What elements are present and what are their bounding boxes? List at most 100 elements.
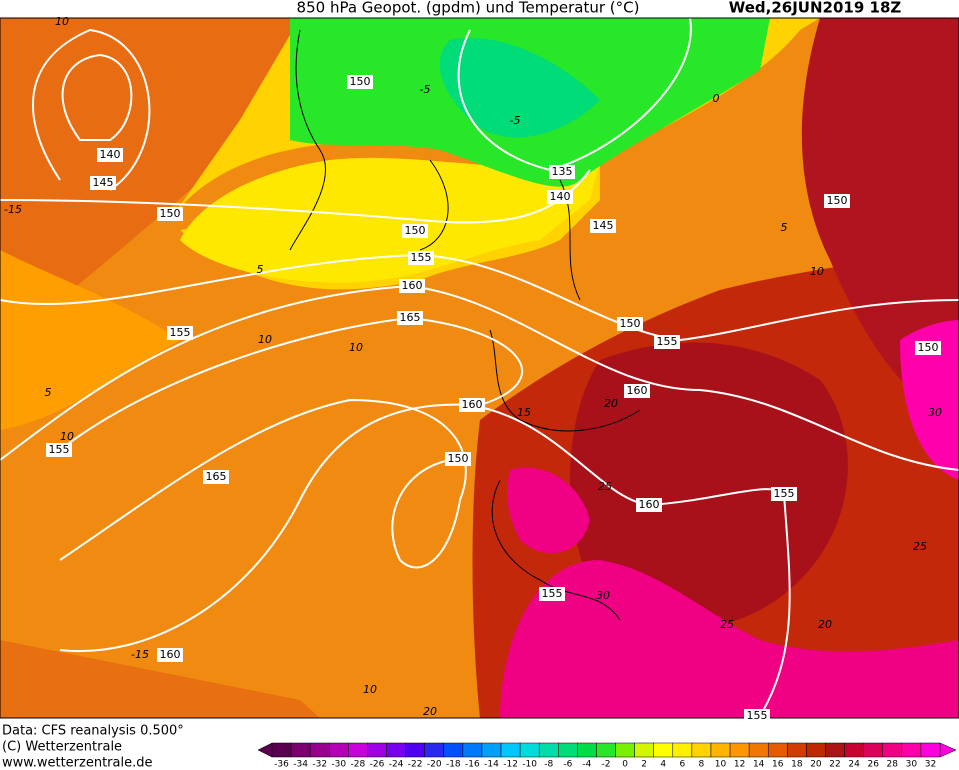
colorbar-swatch <box>748 742 769 758</box>
temperature-label: 10 <box>363 683 377 696</box>
geopotential-label: 150 <box>405 224 426 237</box>
colorbar-swatch <box>386 742 406 758</box>
colorbar-label: -36 <box>274 760 289 770</box>
colorbar-label: -12 <box>503 760 518 770</box>
date: Wed,26JUN2019 18Z <box>729 0 902 17</box>
colorbar-swatch <box>558 742 578 758</box>
geopotential-label: 160 <box>462 398 483 411</box>
colorbar-label: -14 <box>484 760 499 770</box>
contour-label-box <box>90 176 116 190</box>
temperature-label: 10 <box>810 265 824 278</box>
colorbar-label: 20 <box>810 760 822 770</box>
contour-label-box <box>590 219 616 233</box>
geopotential-label: 150 <box>448 452 469 465</box>
colorbar-swatch <box>767 742 788 758</box>
contour-label-box <box>167 326 193 340</box>
contour-label-box <box>408 251 434 265</box>
colorbar-swatch <box>424 742 445 758</box>
contour-label-box <box>203 470 229 484</box>
contour-label-box <box>549 165 575 179</box>
geopotential-label: 155 <box>49 443 70 456</box>
geopotential-label: 150 <box>918 341 939 354</box>
temperature-label: 5 <box>45 386 52 399</box>
colorbar-label: 28 <box>887 760 899 770</box>
colorbar: -36 -34 -32 -30 -28 -26 -24 -22 -20 -18 -16 -14 -12-… <box>257 742 957 770</box>
coastline <box>289 29 641 621</box>
colorbar-swatch <box>462 742 483 758</box>
temperature-label: 5 <box>781 221 788 234</box>
colorbar-label: -8 <box>544 760 553 770</box>
contour-label-box <box>547 190 573 204</box>
copyright: (C) Wetterzentrale <box>2 740 122 755</box>
isohypse <box>0 253 959 342</box>
colorbar-label: 26 <box>867 760 879 770</box>
colorbar-swatch <box>691 742 712 758</box>
geopotential-label: 150 <box>160 207 181 220</box>
colorbar-swatch <box>329 742 349 758</box>
colorbar-label: 32 <box>925 760 936 770</box>
colorbar-label: -28 <box>351 760 366 770</box>
colorbar-label: 6 <box>679 760 685 770</box>
contour-label-box <box>397 311 423 325</box>
geopotential-label: 150 <box>620 317 641 330</box>
geopotential-label: 140 <box>550 190 571 203</box>
geopotential-label: 160 <box>639 498 660 511</box>
temperature-label: 10 <box>258 333 272 346</box>
contour-label-box <box>617 317 643 331</box>
colorbar-label: 22 <box>829 760 840 770</box>
url: www.wetterzentrale.de <box>2 756 152 770</box>
geopotential-label: 145 <box>593 219 614 232</box>
colorbar-label: -4 <box>582 760 591 770</box>
colorbar-swatch <box>615 742 635 758</box>
temperature-label: -15 <box>4 203 22 216</box>
colorbar-swatch <box>500 742 521 758</box>
colorbar-swatch <box>729 742 750 758</box>
geopotential-label: 150 <box>827 194 848 207</box>
colorbar-swatch <box>290 742 311 758</box>
contour-label-box <box>539 587 565 601</box>
contour-label-box <box>157 207 183 221</box>
colorbar-label: -18 <box>446 760 461 770</box>
temperature-label: 10 <box>55 15 69 28</box>
geopotential-label: 135 <box>552 165 573 178</box>
colorbar-label: -30 <box>331 760 346 770</box>
contour-label-box <box>46 443 72 457</box>
warm-southwest <box>0 640 320 718</box>
colorbar-label: -2 <box>602 760 611 770</box>
colorbar-swatch <box>596 742 616 758</box>
geopotential-label: 165 <box>400 311 421 324</box>
map-frame <box>0 17 959 719</box>
temperature-label: 30 <box>596 589 610 602</box>
isohypse <box>0 169 591 224</box>
geopotential-label: 150 <box>350 75 371 88</box>
map: 1501401451501351401451501551601651551501… <box>0 15 959 723</box>
colorbar-label: -10 <box>522 760 537 770</box>
geopotential-label: 155 <box>542 587 563 600</box>
colorbar-swatch <box>271 742 292 758</box>
temperature-label: 5 <box>257 263 264 276</box>
geopotential-label: 155 <box>411 251 432 264</box>
temperature-label: 25 <box>598 480 612 493</box>
hot-east <box>801 18 959 420</box>
temperature-label: 25 <box>720 618 734 631</box>
colorbar-swatch <box>405 742 425 758</box>
colorbar-swatch <box>920 742 941 758</box>
colorbar-swatch <box>577 742 597 758</box>
geopotential-label: 140 <box>100 148 121 161</box>
contour-label-box <box>915 341 941 355</box>
colorbar-label: 4 <box>660 760 666 770</box>
geopotential-label: 160 <box>402 279 423 292</box>
source: Data: CFS reanalysis 0.500° <box>2 724 184 739</box>
colorbar-swatch <box>443 742 464 758</box>
colorbar-label: 18 <box>791 760 803 770</box>
hot-core <box>570 342 848 628</box>
colorbar-swatch <box>787 742 807 758</box>
colorbar-swatch <box>519 742 540 758</box>
temperature-label: -5 <box>510 114 521 127</box>
warm-west <box>0 18 300 330</box>
contour-label-box <box>744 709 770 723</box>
temperature-label: 10 <box>349 341 363 354</box>
colorbar-label: 2 <box>641 760 647 770</box>
colorbar-label: -34 <box>293 760 308 770</box>
